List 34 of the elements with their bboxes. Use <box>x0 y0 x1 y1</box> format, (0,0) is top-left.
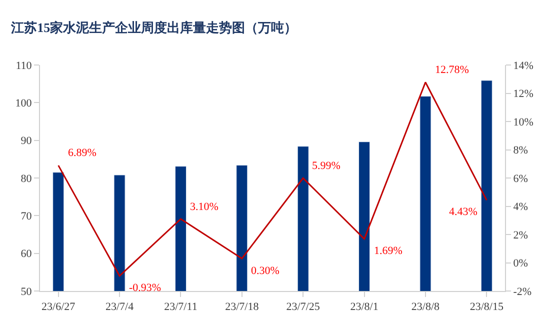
data-label: 12.78% <box>435 64 469 76</box>
y2-tick-label: 6% <box>513 172 528 185</box>
y2-tick-label: 14% <box>513 60 534 72</box>
x-tick-label: 23/6/27 <box>42 301 76 314</box>
x-tick-label: 23/8/15 <box>470 301 504 314</box>
y2-tick-label: 4% <box>513 201 528 214</box>
y2-tick-label: -2% <box>513 286 532 298</box>
x-tick-label: 23/7/11 <box>164 301 198 314</box>
y-tick-label: 90 <box>20 135 32 148</box>
data-label: -0.93% <box>129 282 162 294</box>
data-label: 0.30% <box>251 265 280 277</box>
x-tick-label: 23/7/18 <box>225 301 260 314</box>
data-label: 6.89% <box>68 147 96 159</box>
x-tick-label: 23/8/8 <box>411 301 440 314</box>
data-label: 5.99% <box>312 160 340 172</box>
y-tick-label: 50 <box>20 286 32 298</box>
y2-tick-label: 10% <box>513 116 534 128</box>
y2-tick-label: 8% <box>513 144 528 157</box>
x-tick-label: 23/8/1 <box>350 301 378 314</box>
y-tick-label: 80 <box>20 172 32 185</box>
y2-tick-label: 0% <box>513 258 528 270</box>
y-tick-label: 60 <box>20 248 32 260</box>
x-tick-label: 23/7/25 <box>286 301 320 314</box>
y2-tick-label: 2% <box>513 229 528 242</box>
x-tick-label: 23/7/4 <box>105 301 134 314</box>
y-tick-label: 100 <box>15 98 32 110</box>
data-label: 3.10% <box>190 201 218 213</box>
line-series <box>58 81 488 277</box>
y2-tick-label: 12% <box>513 88 534 100</box>
data-label: 1.69% <box>374 245 402 257</box>
y-tick-label: 110 <box>16 60 32 72</box>
y-tick-label: 70 <box>20 210 32 223</box>
chart-title: 江苏15家水泥生产企业周度出库量走势图（万吨） <box>10 20 298 35</box>
data-label: 4.43% <box>449 206 478 218</box>
